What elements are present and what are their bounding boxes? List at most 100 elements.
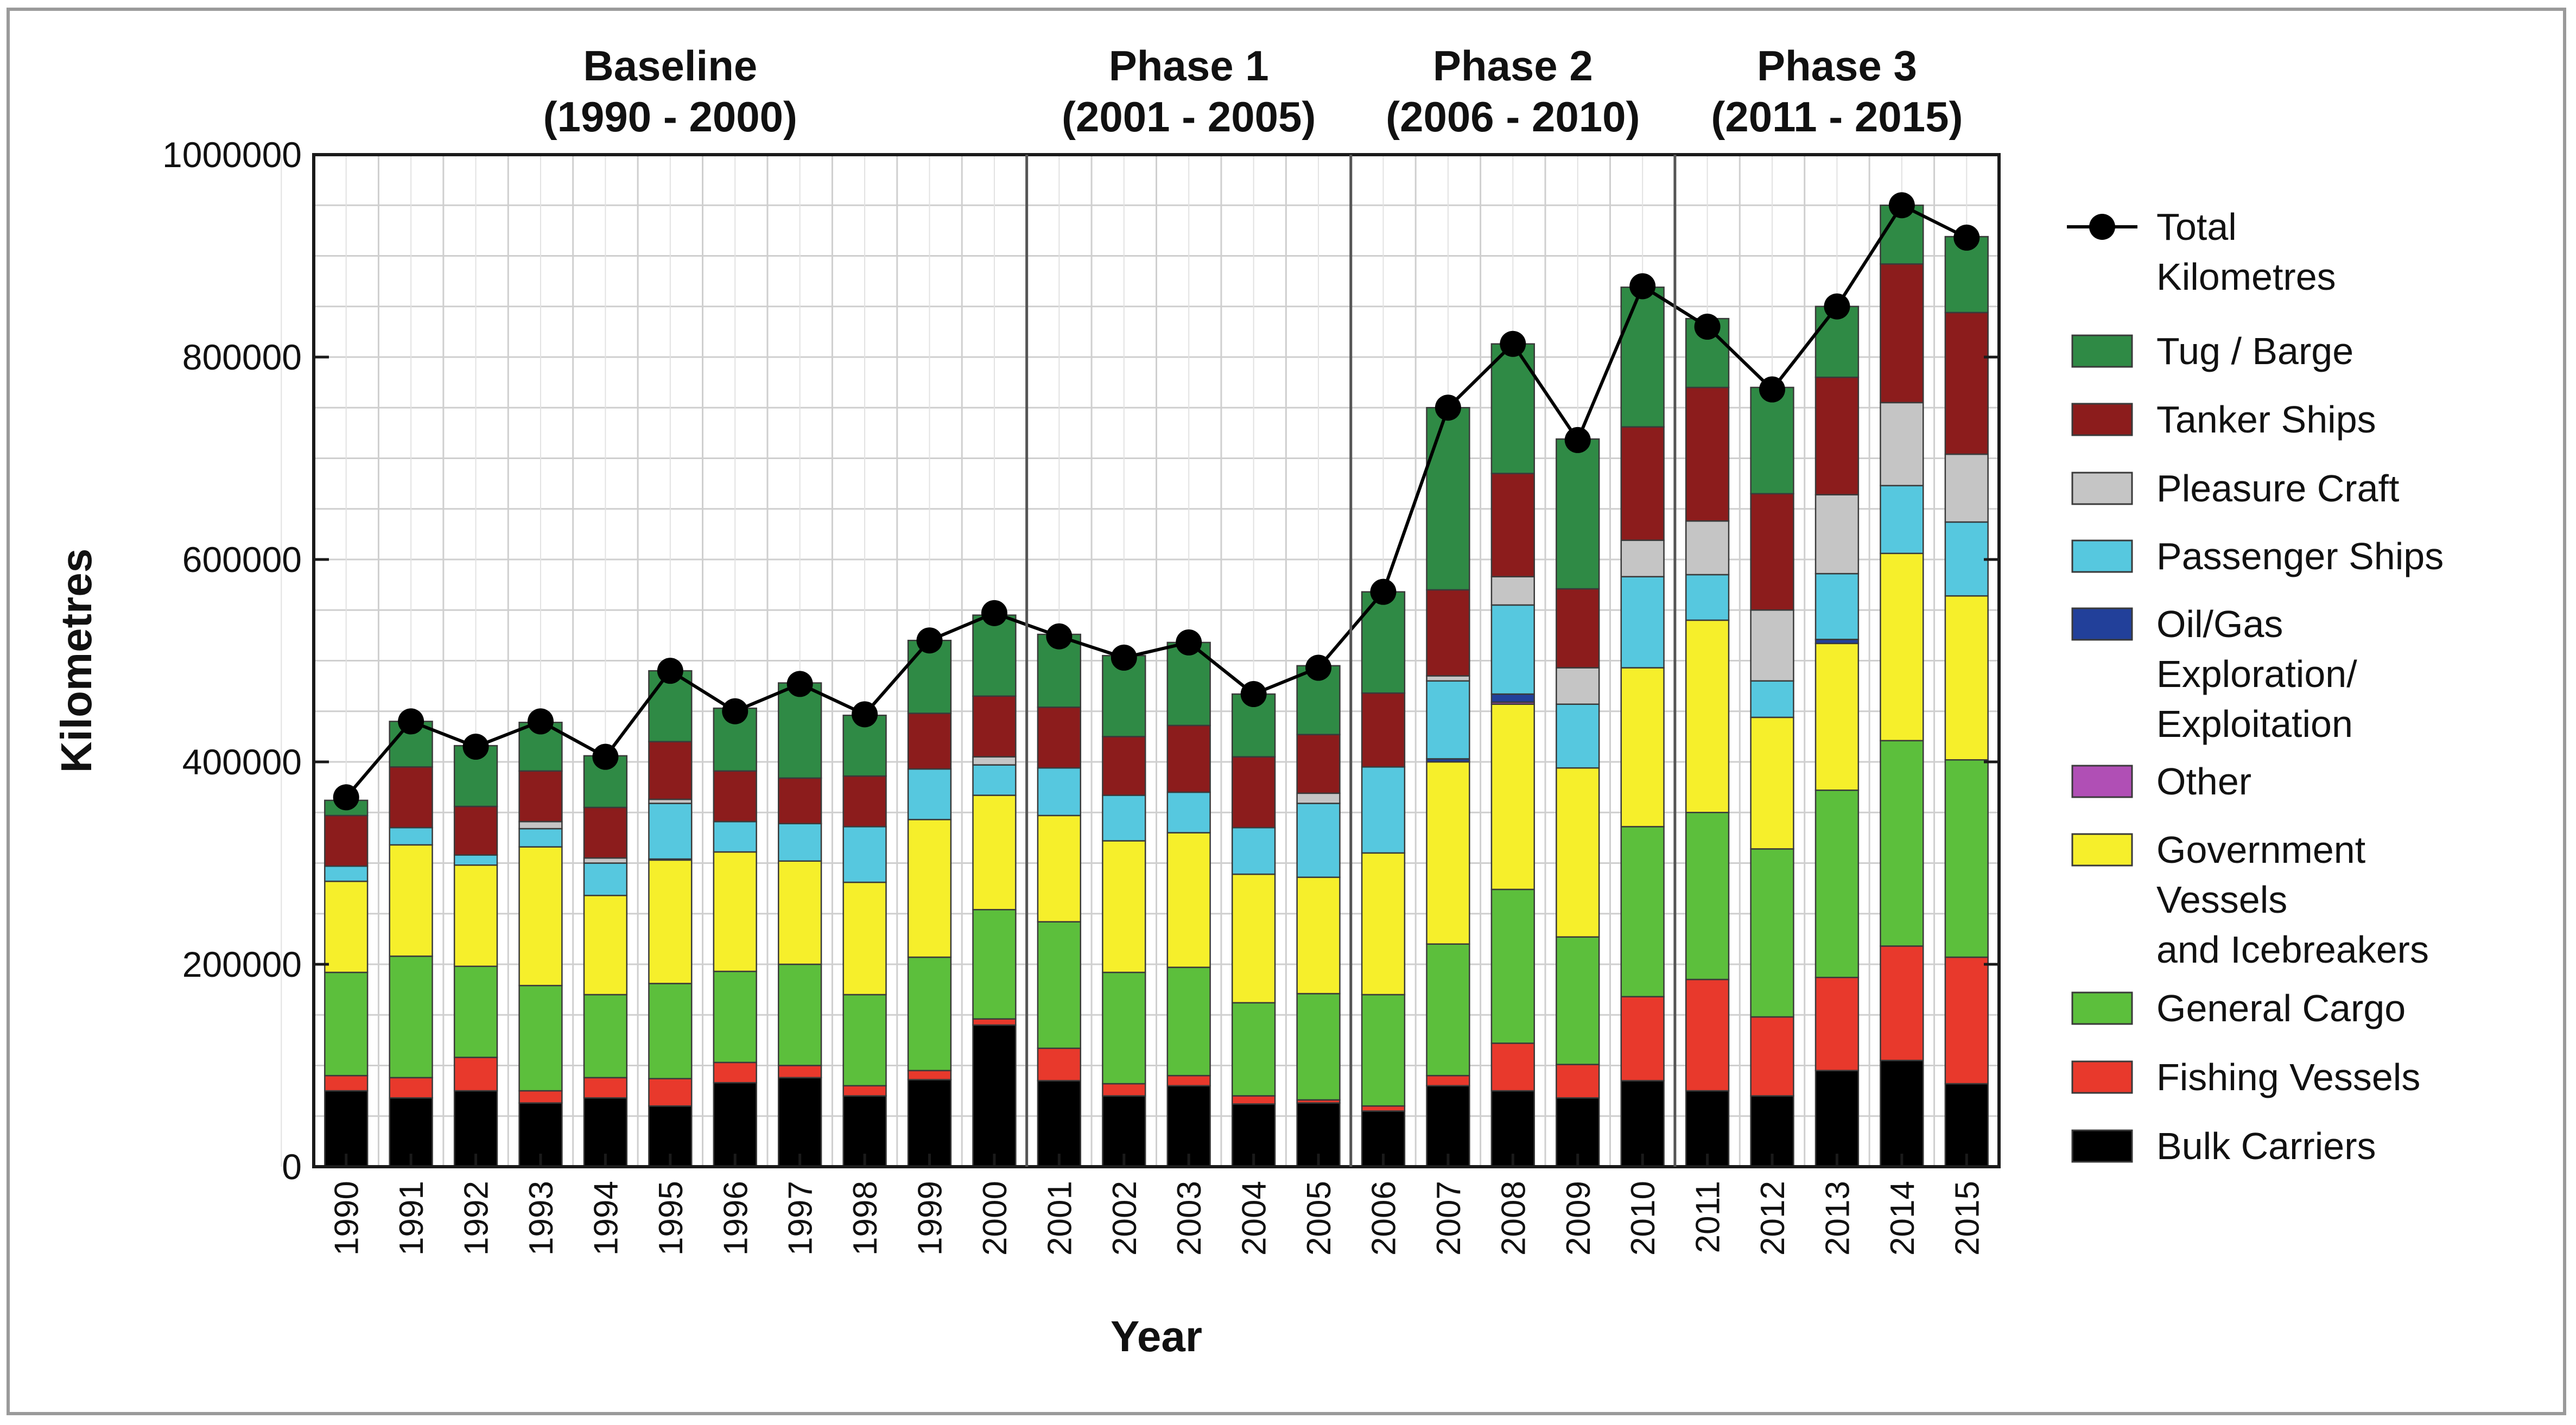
bar-segment-passenger-ships-2007 [1426, 680, 1470, 760]
phase-label-name: Phase 2 [1433, 42, 1593, 90]
legend-label-tanker-ships: Tanker Ships [2156, 398, 2376, 441]
legend-swatch-fishing-vessels [2071, 1060, 2133, 1094]
bar-segment-passenger-ships-2003 [1166, 791, 1211, 834]
bar-segment-passenger-ships-2001 [1037, 767, 1082, 817]
bar-segment-fishing-vessels-1990 [324, 1074, 369, 1092]
bar-segment-bulk-carriers-2013 [1814, 1070, 1860, 1168]
bar-segment-tanker-ships-2014 [1880, 263, 1924, 404]
bar-segment-tanker-ships-2008 [1490, 473, 1535, 577]
bar-segment-general-cargo-2010 [1620, 826, 1665, 997]
legend-label-oil-gas-exploration-exploitation: Oil/Gas Exploration/Exploitation [2156, 603, 2357, 745]
bar-segment-pleasure-craft-2011 [1685, 520, 1730, 576]
bar-segment-general-cargo-2002 [1102, 971, 1146, 1085]
bar-segment-fishing-vessels-2009 [1556, 1064, 1600, 1099]
bar-segment-government-vessels-and-icebreakers-1995 [648, 859, 693, 984]
bar-segment-government-vessels-and-icebreakers-2000 [972, 794, 1017, 911]
bar-segment-bulk-carriers-1997 [778, 1077, 822, 1168]
bar-segment-pleasure-craft-2008 [1490, 576, 1535, 606]
bar-segment-passenger-ships-1996 [713, 820, 757, 853]
x-tick-label: 1994 [587, 1181, 625, 1256]
legend-swatch-government-vessels-and-icebreakers [2071, 833, 2133, 867]
bar-segment-general-cargo-2008 [1490, 888, 1535, 1044]
bar-segment-tanker-ships-2005 [1296, 734, 1341, 794]
y-tick-label: 0 [282, 1147, 302, 1187]
bar-segment-tanker-ships-1991 [389, 766, 433, 829]
x-tick-label: 2006 [1365, 1181, 1403, 1256]
bar-segment-passenger-ships-1993 [518, 828, 563, 848]
bar-segment-general-cargo-2015 [1944, 759, 1989, 958]
bar-segment-tanker-ships-1999 [907, 712, 952, 770]
total-point-2001 [1046, 623, 1073, 650]
bar-segment-tug-barge-2009 [1556, 438, 1600, 590]
phase-label-range: (1990 - 2000) [543, 93, 797, 141]
phase-dividers: Baseline(1990 - 2000) Phase 1(2001 - 2005… [543, 42, 1963, 1167]
legend-label-other: Other [2156, 760, 2251, 803]
bar-segment-tanker-ships-2010 [1620, 426, 1665, 541]
y-tick-label: 1000000 [162, 135, 302, 175]
bar-segment-pleasure-craft-1994 [583, 857, 628, 864]
bar-segment-government-vessels-and-icebreakers-1994 [583, 894, 628, 996]
bar-segment-general-cargo-2013 [1814, 789, 1860, 978]
y-tick-label: 600000 [182, 539, 302, 580]
bar-segment-tug-barge-2003 [1166, 641, 1211, 727]
bar-segment-passenger-ships-2008 [1490, 604, 1535, 695]
bar-segment-passenger-ships-2013 [1814, 572, 1860, 640]
bar-segment-fishing-vessels-2015 [1944, 956, 1989, 1085]
bar-segment-passenger-ships-2010 [1620, 576, 1665, 669]
x-tick-label: 2010 [1625, 1181, 1662, 1256]
bar-segment-fishing-vessels-1996 [713, 1061, 757, 1084]
bar-segment-pleasure-craft-2000 [972, 756, 1017, 766]
bar-segment-fishing-vessels-2011 [1685, 978, 1730, 1092]
bar-segment-general-cargo-2007 [1426, 943, 1470, 1077]
legend-swatch-tug-barge [2071, 334, 2133, 368]
bar-segment-government-vessels-and-icebreakers-2009 [1556, 767, 1600, 938]
total-point-1996 [722, 698, 748, 724]
bar-segment-pleasure-craft-2005 [1296, 792, 1341, 804]
bar-segment-fishing-vessels-2013 [1814, 976, 1860, 1072]
x-tick-label: 2007 [1430, 1181, 1468, 1256]
total-point-1999 [916, 627, 943, 654]
total-point-1994 [592, 743, 619, 770]
bar-segment-passenger-ships-1995 [648, 803, 693, 860]
bar-segment-general-cargo-1998 [842, 994, 887, 1087]
total-point-1993 [527, 708, 554, 735]
phase-label-range: (2006 - 2010) [1386, 93, 1640, 141]
bar-segment-passenger-ships-1990 [324, 865, 369, 882]
bar-segment-government-vessels-and-icebreakers-1992 [453, 864, 498, 967]
x-tick-label: 1990 [328, 1181, 366, 1256]
x-tick-label: 2014 [1884, 1181, 1921, 1256]
bar-segment-government-vessels-and-icebreakers-2014 [1880, 552, 1924, 742]
phase-label-name: Phase 3 [1757, 42, 1917, 90]
bar-segment-government-vessels-and-icebreakers-1996 [713, 851, 757, 972]
bar-segment-general-cargo-2005 [1296, 993, 1341, 1101]
bar-segment-oil-gas-exploration-exploitation-2008 [1490, 693, 1535, 703]
bar-segment-tanker-ships-2000 [972, 695, 1017, 758]
x-tick-label: 2004 [1236, 1181, 1273, 1256]
bar-segment-fishing-vessels-1993 [518, 1090, 563, 1104]
x-tick-label: 1992 [458, 1181, 496, 1256]
bar-segment-tug-barge-2012 [1750, 386, 1794, 495]
legend-swatch-other [2071, 765, 2133, 798]
bar-segment-passenger-ships-1992 [453, 854, 498, 866]
bar-segment-fishing-vessels-2003 [1166, 1074, 1211, 1087]
bar-segment-fishing-vessels-2004 [1231, 1095, 1276, 1105]
bar-segment-fishing-vessels-1994 [583, 1077, 628, 1099]
bar-segment-pleasure-craft-2009 [1556, 667, 1600, 705]
total-point-1998 [852, 701, 878, 728]
legend-label-passenger-ships: Passenger Ships [2156, 535, 2444, 577]
bar-segment-fishing-vessels-2007 [1426, 1074, 1470, 1087]
bar-segment-government-vessels-and-icebreakers-1997 [778, 860, 822, 965]
bar-segment-tanker-ships-1993 [518, 770, 563, 823]
bar-segment-fishing-vessels-2000 [972, 1018, 1017, 1026]
x-tick-label: 2003 [1171, 1181, 1208, 1256]
bar-segment-passenger-ships-2014 [1880, 485, 1924, 555]
bar-segment-tug-barge-2010 [1620, 287, 1665, 428]
bar-segment-passenger-ships-2006 [1361, 766, 1406, 854]
bar-segment-general-cargo-1993 [518, 984, 563, 1092]
total-point-2000 [981, 600, 1007, 626]
bar-segment-general-cargo-1991 [389, 955, 433, 1079]
bar-segment-government-vessels-and-icebreakers-2002 [1102, 840, 1146, 974]
bar-segment-tanker-ships-2006 [1361, 692, 1406, 768]
bar-segment-passenger-ships-2004 [1231, 826, 1276, 875]
bar-segment-tug-barge-2007 [1426, 407, 1470, 591]
